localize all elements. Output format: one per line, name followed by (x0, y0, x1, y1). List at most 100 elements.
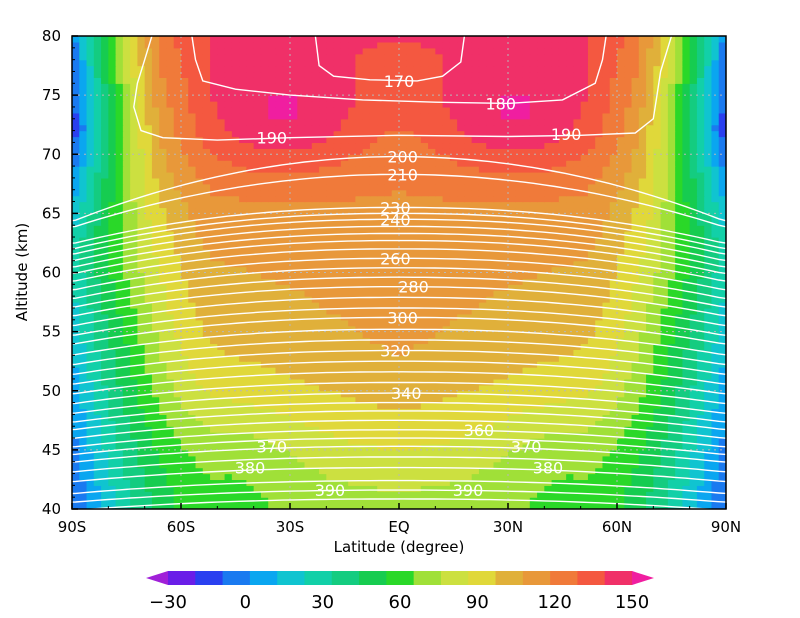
shade-cell (522, 390, 531, 398)
shade-cell (471, 201, 480, 209)
shade-cell (551, 497, 560, 504)
shade-cell (646, 219, 654, 226)
shade-cell (558, 443, 567, 451)
shade-cell (493, 325, 502, 333)
shade-cell (340, 373, 349, 380)
shade-cell (653, 432, 662, 439)
shade-cell (595, 461, 604, 469)
shade-cell (675, 183, 683, 191)
shade-cell (311, 485, 320, 492)
shade-cell (246, 355, 255, 362)
shade-cell (195, 373, 204, 380)
shade-cell (239, 177, 247, 185)
shade-cell (508, 237, 516, 244)
shade-cell (333, 420, 342, 427)
shade-cell (631, 485, 640, 492)
shade-cell (151, 225, 160, 232)
shade-cell (319, 302, 327, 309)
shade-cell (631, 296, 640, 303)
shade-cell (268, 183, 277, 191)
shade-cell (529, 248, 538, 256)
shade-cell (457, 396, 465, 404)
shade-cell (195, 467, 204, 475)
shade-cell (406, 213, 415, 220)
shade-cell (617, 355, 625, 362)
shade-cell (115, 237, 124, 244)
shade-cell (667, 254, 676, 262)
shade-cell (573, 420, 582, 427)
shade-cell (646, 195, 654, 203)
shade-cell (537, 284, 545, 291)
shade-cell (166, 426, 175, 433)
shade-cell (101, 225, 109, 232)
shade-cell (646, 313, 654, 321)
shade-cell (682, 201, 691, 209)
shade-cell (290, 201, 298, 209)
shade-cell (137, 319, 146, 327)
shade-cell (188, 467, 197, 475)
shade-cell (333, 455, 342, 463)
shade-cell (580, 420, 589, 427)
shade-cell (689, 278, 698, 285)
shade-cell (290, 195, 298, 203)
shade-cell (144, 225, 153, 232)
shade-cell (290, 361, 298, 368)
shade-cell (297, 420, 306, 427)
shade-cell (391, 189, 400, 197)
shade-cell (391, 396, 400, 404)
shade-cell (79, 225, 88, 232)
shade-cell (704, 296, 713, 303)
shade-cell (202, 384, 211, 392)
shade-cell (631, 337, 640, 345)
shade-cell (638, 361, 647, 368)
shade-cell (333, 266, 342, 274)
shade-cell (362, 479, 371, 486)
shade-cell (399, 189, 407, 197)
shade-cell (290, 242, 298, 250)
shade-cell (624, 284, 633, 291)
shade-cell (268, 219, 277, 226)
shade-cell (551, 337, 560, 345)
shade-cell (326, 473, 335, 481)
shade-cell (130, 378, 138, 386)
shade-cell (355, 349, 364, 356)
shade-cell (246, 461, 255, 469)
shade-cell (231, 408, 240, 415)
shade-cell (166, 307, 175, 315)
shade-cell (442, 225, 451, 232)
shade-cell (115, 461, 124, 469)
shade-cell (500, 284, 509, 291)
shade-cell (566, 361, 574, 368)
shade-cell (290, 189, 298, 197)
shade-cell (696, 420, 705, 427)
shade-cell (675, 396, 683, 404)
shade-cell (79, 473, 88, 481)
shade-cell (137, 201, 146, 209)
shade-cell (348, 225, 356, 232)
shade-cell (79, 231, 88, 238)
shade-cell (224, 426, 233, 433)
shade-cell (413, 467, 422, 475)
shade-cell (696, 479, 705, 486)
shade-cell (689, 207, 698, 214)
shade-cell (195, 503, 204, 509)
shade-cell (406, 432, 415, 439)
shade-cell (493, 219, 502, 226)
shade-cell (602, 485, 611, 492)
shade-cell (282, 420, 291, 427)
shade-cell (580, 461, 589, 469)
shade-cell (667, 201, 676, 209)
shade-cell (696, 254, 705, 262)
shade-cell (304, 313, 313, 321)
shade-cell (173, 361, 182, 368)
shade-cell (558, 189, 567, 197)
shade-cell (369, 319, 378, 327)
shade-cell (86, 254, 95, 262)
shade-cell (246, 296, 255, 303)
shade-cell (508, 195, 516, 203)
shade-cell (558, 349, 567, 356)
shade-cell (478, 503, 487, 509)
shade-cell (544, 307, 553, 315)
shade-cell (718, 231, 726, 238)
shade-cell (638, 384, 647, 392)
